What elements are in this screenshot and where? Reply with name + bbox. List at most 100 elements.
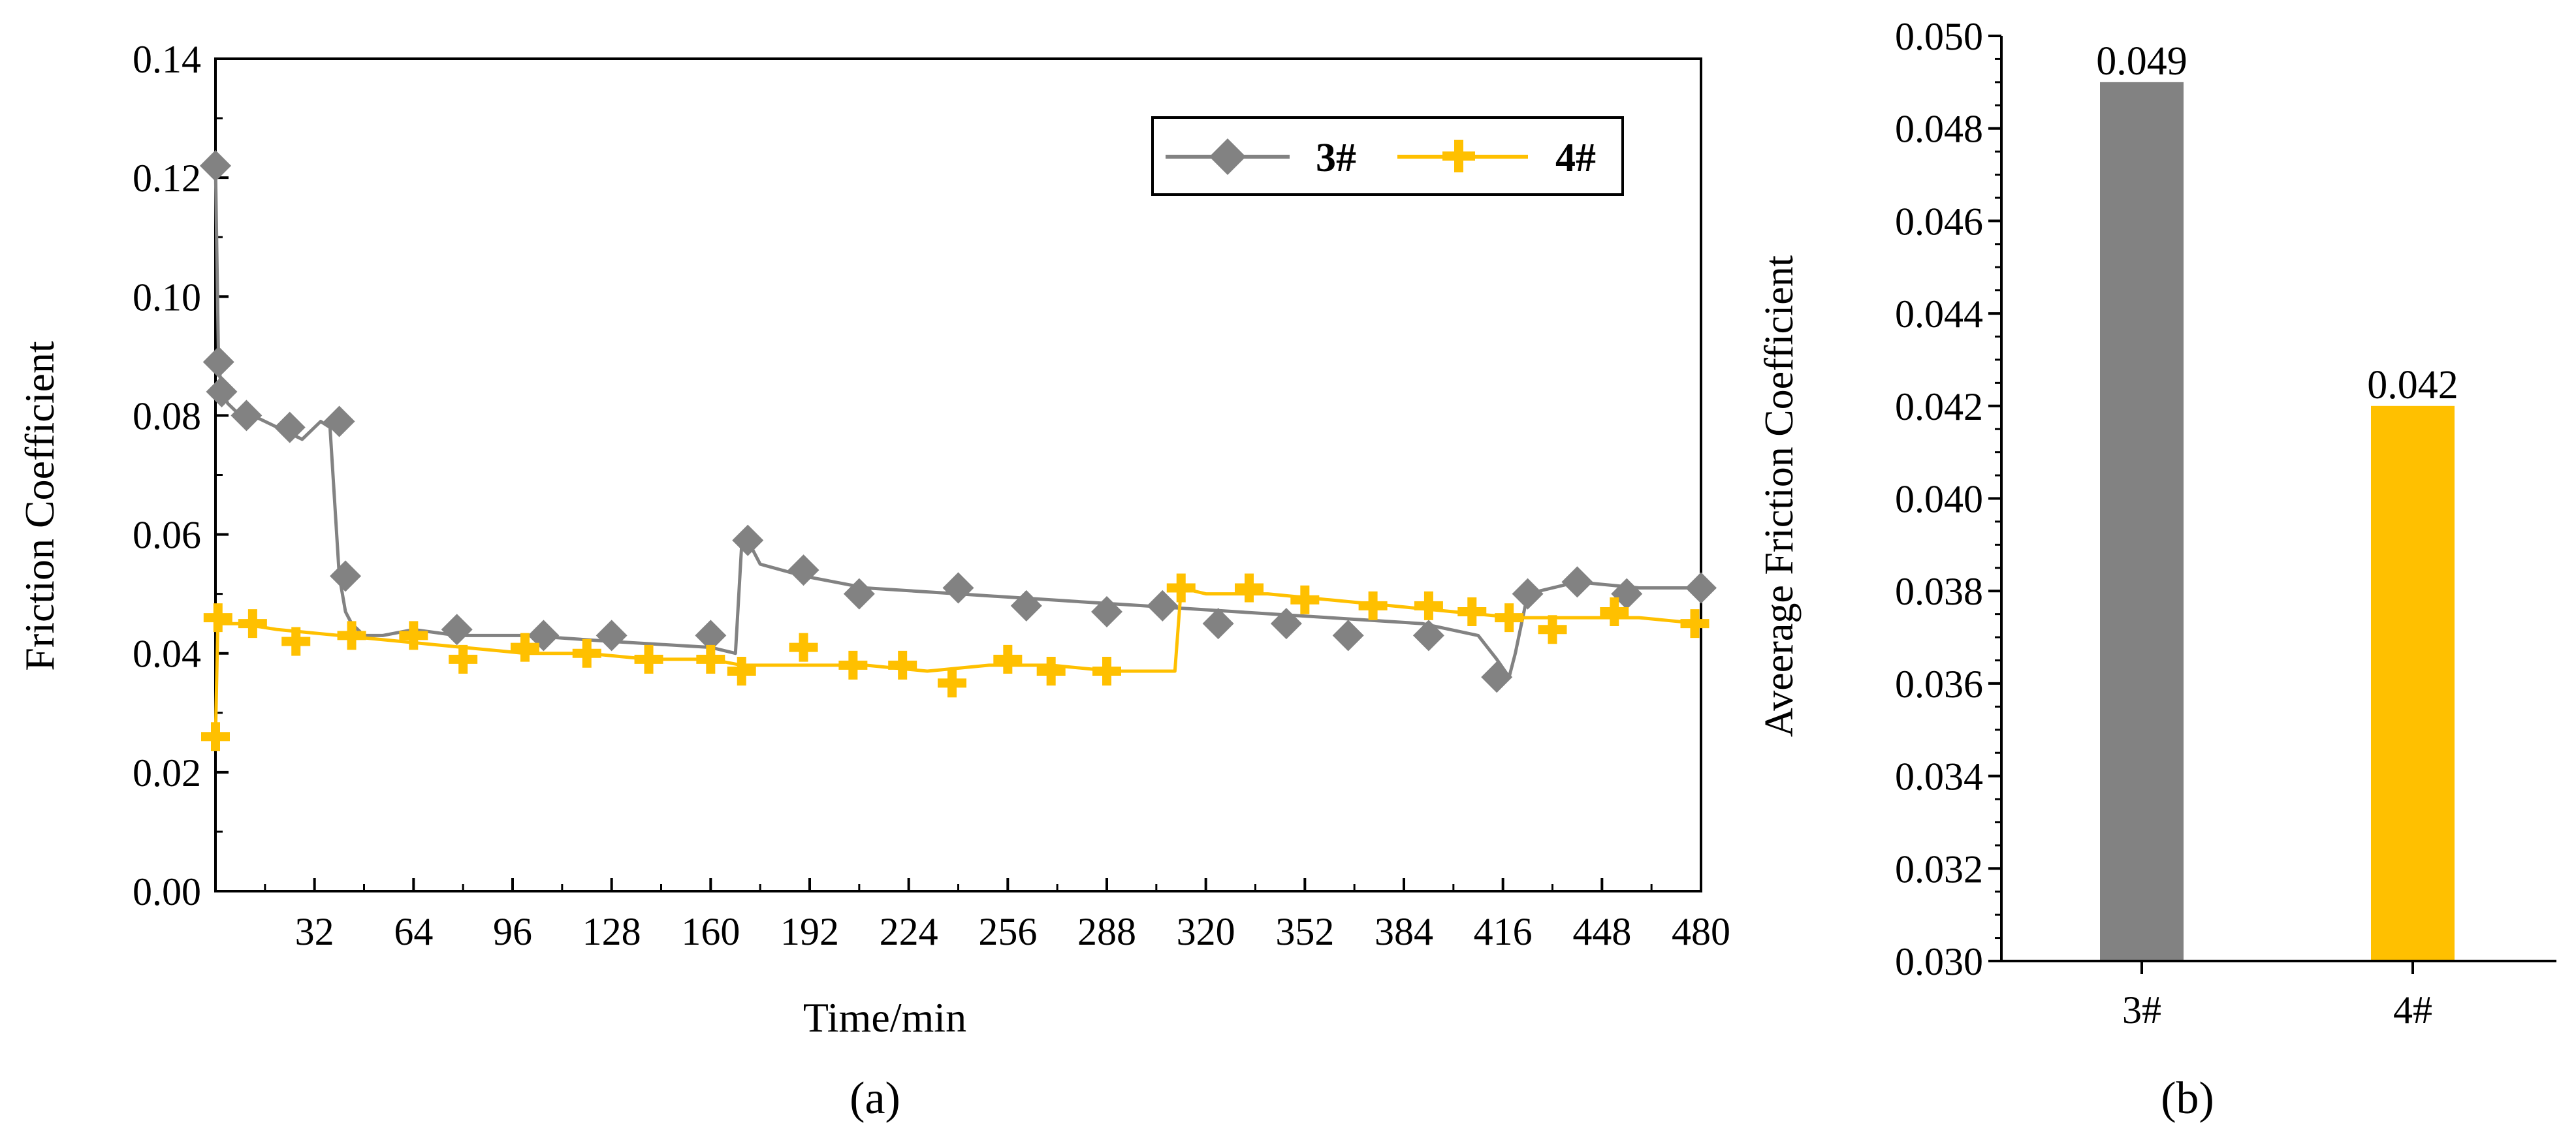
series-marker-4#	[281, 627, 311, 656]
series-marker-3#	[202, 346, 234, 378]
series-3#	[200, 150, 1717, 693]
series-marker-4#	[1495, 603, 1524, 633]
bar-3#	[2100, 82, 2184, 962]
line-chart-y-axis-title: Friction Coefficient	[16, 341, 63, 671]
line-x-tick-label: 256	[978, 910, 1037, 953]
series-marker-4#	[696, 644, 725, 674]
series-marker-3#	[1512, 578, 1544, 610]
series-marker-3#	[596, 620, 628, 652]
line-y-tick-label: 0.14	[133, 38, 201, 81]
series-marker-4#	[838, 650, 868, 680]
bar-y-tick-label: 0.036	[1895, 663, 1983, 706]
line-x-tick-label: 160	[681, 910, 740, 953]
series-marker-3#	[843, 578, 875, 610]
line-chart-legend: 3# 4#	[1151, 116, 1624, 196]
series-marker-3#	[1202, 608, 1234, 640]
bar-chart-x-axis: 3# 4#	[2122, 961, 2432, 1032]
line-x-tick-label: 192	[780, 910, 839, 953]
series-marker-4#	[993, 644, 1023, 674]
series-marker-4#	[1680, 609, 1709, 639]
legend-marker-4#	[1442, 140, 1475, 172]
series-marker-4#	[1600, 597, 1629, 626]
series-marker-3#	[200, 150, 231, 181]
series-marker-3#	[231, 400, 262, 432]
line-y-tick-label: 0.12	[133, 157, 201, 200]
line-y-tick-label: 0.04	[133, 633, 201, 676]
line-chart-x-axis-title: Time/min	[803, 994, 966, 1041]
series-marker-3#	[732, 524, 764, 556]
line-y-tick-label: 0.06	[133, 514, 201, 557]
series-marker-3#	[1010, 590, 1042, 622]
series-marker-4#	[727, 657, 756, 686]
legend-entry-3#: 3#	[1166, 136, 1356, 180]
bar-chart-y-axis-title: Aveerage Friction Coefficient	[1757, 255, 1802, 737]
bar-chart-y-axis: 0.030 0.032 0.034 0.036 0.038 0.040 0.042 0.044…	[1895, 15, 2001, 983]
series-marker-3#	[787, 554, 819, 586]
bar-y-tick-label: 0.046	[1895, 200, 1983, 243]
bar-y-tick-label: 0.042	[1895, 385, 1983, 428]
line-x-tick-label: 320	[1177, 910, 1235, 953]
line-x-tick-label: 96	[493, 910, 532, 953]
bar-y-tick-label: 0.032	[1895, 847, 1983, 891]
bar-x-tick-label-3#: 3#	[2122, 988, 2161, 1032]
bar-y-tick-label: 0.038	[1895, 570, 1983, 613]
legend-label-4#: 4#	[1555, 136, 1596, 180]
series-marker-3#	[1481, 661, 1513, 693]
series-marker-3#	[1332, 620, 1364, 652]
legend-label-3#: 3#	[1316, 136, 1356, 180]
series-marker-4#	[510, 633, 539, 662]
series-marker-4#	[399, 621, 428, 650]
series-marker-4#	[1538, 615, 1567, 644]
bar-x-tick-label-4#: 4#	[2393, 988, 2432, 1032]
series-marker-4#	[203, 603, 232, 633]
line-x-tick-label: 224	[880, 910, 938, 953]
series-marker-3#	[1147, 590, 1179, 622]
series-marker-3#	[323, 405, 355, 437]
series-marker-4#	[1092, 657, 1121, 686]
line-y-tick-label: 0.00	[133, 870, 201, 913]
line-y-tick-label: 0.02	[133, 751, 201, 795]
series-marker-3#	[206, 376, 238, 407]
series-marker-3#	[1270, 608, 1302, 640]
bar-data-label-4#: 0.042	[2367, 363, 2458, 407]
series-marker-3#	[1412, 620, 1444, 652]
series-marker-3#	[274, 411, 306, 443]
bar-y-tick-label: 0.050	[1895, 15, 1983, 58]
bar-data-label-3#: 0.049	[2096, 39, 2187, 84]
series-marker-3#	[695, 620, 727, 652]
series-marker-3#	[441, 614, 473, 646]
line-chart-panel: 0.00 0.02 0.04 0.06 0.08 0.10 0.12 0.14 32 64 96 1…	[16, 38, 1730, 1124]
bar-chart-panel: 0.030 0.032 0.034 0.036 0.038 0.040 0.042 0.044…	[1757, 15, 2556, 1124]
line-y-tick-label: 0.10	[133, 276, 201, 319]
line-x-tick-label: 128	[582, 910, 641, 953]
line-x-tick-label: 448	[1572, 910, 1631, 953]
line-x-tick-label: 384	[1375, 910, 1433, 953]
series-marker-4#	[1235, 573, 1264, 603]
line-x-tick-label: 288	[1077, 910, 1136, 953]
legend-marker-3#	[1209, 138, 1246, 175]
series-marker-3#	[1685, 572, 1717, 604]
line-x-tick-label: 32	[295, 910, 334, 953]
series-marker-4#	[1358, 591, 1388, 620]
line-chart-x-axis: 32 64 96 128 160 192 224 256 288 320 352 384 416 448 4…	[264, 878, 1730, 953]
series-marker-4#	[238, 609, 267, 639]
bar-chart-bars: 0.049 0.042	[2096, 39, 2458, 962]
line-y-tick-label: 0.08	[133, 394, 201, 437]
line-x-tick-label: 480	[1672, 910, 1730, 953]
series-marker-3#	[1561, 566, 1593, 598]
series-marker-4#	[1457, 597, 1487, 626]
bar-y-tick-label: 0.044	[1895, 292, 1983, 336]
panel-label-b: (b)	[2161, 1073, 2214, 1124]
line-x-tick-label: 64	[394, 910, 433, 953]
series-marker-4#	[888, 650, 917, 680]
legend-entry-4#: 4#	[1397, 136, 1596, 180]
series-marker-4#	[201, 722, 230, 751]
series-marker-4#	[1166, 573, 1196, 603]
series-marker-4#	[789, 633, 818, 662]
bar-y-tick-label: 0.048	[1895, 108, 1983, 151]
series-marker-4#	[1414, 591, 1443, 620]
series-marker-4#	[1036, 657, 1066, 686]
bar-y-tick-label: 0.040	[1895, 478, 1983, 521]
series-marker-4#	[337, 621, 366, 650]
